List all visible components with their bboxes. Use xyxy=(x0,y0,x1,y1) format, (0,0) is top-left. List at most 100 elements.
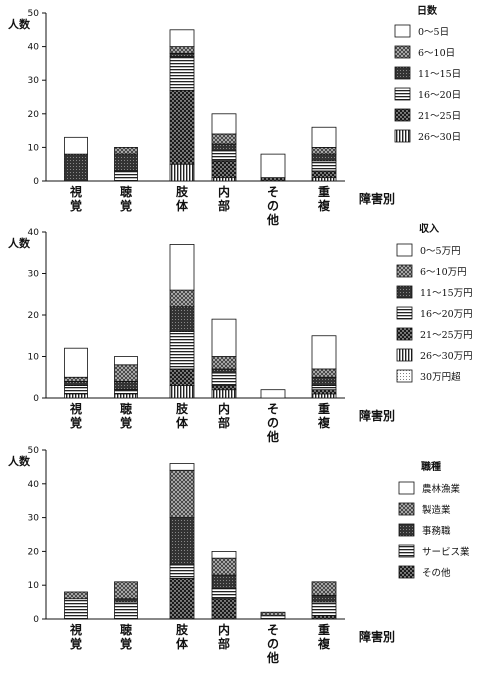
legend-label: 製造業 xyxy=(422,504,451,516)
bar-segment xyxy=(211,598,237,620)
bar-segment xyxy=(169,244,195,291)
category-label: 聴 xyxy=(120,622,132,637)
bar-segment xyxy=(64,598,88,620)
bar-segment xyxy=(64,591,88,600)
legend-label: 16〜20万円 xyxy=(420,309,473,320)
category-label: 覚 xyxy=(70,636,82,651)
legend-title: 収入 xyxy=(419,223,439,235)
bar-segment xyxy=(311,393,337,399)
bar-segment xyxy=(311,615,337,620)
bar-segment xyxy=(311,126,337,148)
category-label: 覚 xyxy=(70,198,82,213)
bar-segment xyxy=(169,29,195,47)
category-label: 肢 xyxy=(176,184,189,199)
category-label: 体 xyxy=(176,636,189,651)
category-label: 覚 xyxy=(120,198,132,213)
bar-segment xyxy=(169,469,195,518)
y-tick-label: 20 xyxy=(28,547,40,557)
legend-swatch xyxy=(398,544,415,558)
bar-segment xyxy=(114,146,138,155)
legend-swatch xyxy=(394,45,411,59)
category-label: 体 xyxy=(176,415,189,430)
bar-segment xyxy=(311,153,337,162)
bar-segment xyxy=(211,318,237,357)
bar-segment xyxy=(64,153,88,182)
category-label: そ xyxy=(267,185,279,199)
bar-segment xyxy=(211,150,237,162)
legend-swatch xyxy=(396,348,413,362)
y-tick-label: 50 xyxy=(28,9,40,19)
legend-label: 0〜5日 xyxy=(418,27,449,38)
bar-segment xyxy=(169,331,195,370)
bar-segment xyxy=(211,372,237,386)
legend-swatch xyxy=(398,481,415,495)
y-tick-label: 0 xyxy=(33,394,39,404)
legend-label: 農林漁業 xyxy=(422,483,461,495)
bar-segment xyxy=(169,289,195,308)
category-label: 他 xyxy=(266,650,279,665)
category-label: 他 xyxy=(266,212,279,227)
y-tick-label: 10 xyxy=(28,353,40,363)
category-label: 部 xyxy=(218,636,230,651)
category-label: 覚 xyxy=(120,636,132,651)
legend-label: 6〜10万円 xyxy=(420,267,467,278)
bar-segment xyxy=(169,52,195,58)
bar-segment xyxy=(169,564,195,579)
bar-segment xyxy=(114,364,138,382)
bar-segment xyxy=(114,380,138,391)
legend-swatch xyxy=(396,264,413,278)
category-label: 複 xyxy=(317,415,331,430)
legend-swatch xyxy=(394,87,411,101)
bar-segment xyxy=(169,578,195,620)
bar-segment xyxy=(64,380,88,386)
bar-segment xyxy=(114,356,138,366)
y-tick-label: 30 xyxy=(28,270,40,280)
y-tick-label: 10 xyxy=(28,143,40,153)
bar-segment xyxy=(311,389,337,395)
bar-segment xyxy=(114,170,138,182)
bar-segment xyxy=(169,56,195,91)
legend-label: 26〜30日 xyxy=(418,132,461,143)
bar-segment xyxy=(169,368,195,386)
category-label: 視 xyxy=(69,401,82,416)
legend-swatch xyxy=(394,24,411,38)
bar-segment xyxy=(311,594,337,603)
y-tick-label: 40 xyxy=(28,228,40,238)
bar-segment xyxy=(64,347,88,378)
y-tick-label: 20 xyxy=(28,110,40,120)
legend-label: 6〜10日 xyxy=(418,48,455,59)
bar-segment xyxy=(311,335,337,370)
legend-label: 11〜15日 xyxy=(418,69,461,80)
y-axis-label: 人数 xyxy=(8,454,31,468)
legend-label: 事務職 xyxy=(422,525,451,537)
bar-segment xyxy=(169,46,195,54)
bar-segment xyxy=(211,574,237,589)
y-axis-label: 人数 xyxy=(8,236,31,250)
bar-segment xyxy=(64,385,88,395)
category-label: 肢 xyxy=(176,622,189,637)
legend-swatch xyxy=(394,129,411,143)
bar-segment xyxy=(211,368,237,374)
y-tick-label: 40 xyxy=(28,480,40,490)
bar-segment xyxy=(211,113,237,135)
legend-title: 日数 xyxy=(417,4,438,17)
legend-swatch xyxy=(396,243,413,257)
y-tick-label: 40 xyxy=(28,43,40,53)
category-label: 内 xyxy=(218,622,230,637)
bar-segment xyxy=(169,385,195,399)
y-tick-label: 20 xyxy=(28,311,40,321)
category-label: 聴 xyxy=(120,184,132,199)
bar-segment xyxy=(211,160,237,179)
category-label: の xyxy=(267,199,279,213)
bar-segment xyxy=(211,389,237,399)
bar-segment xyxy=(114,393,138,399)
category-label: 重 xyxy=(318,622,330,637)
bar-segment xyxy=(311,146,337,155)
bar-segment xyxy=(211,177,237,182)
legend-swatch xyxy=(398,565,415,579)
x-axis-label: 障害別 xyxy=(359,191,395,206)
